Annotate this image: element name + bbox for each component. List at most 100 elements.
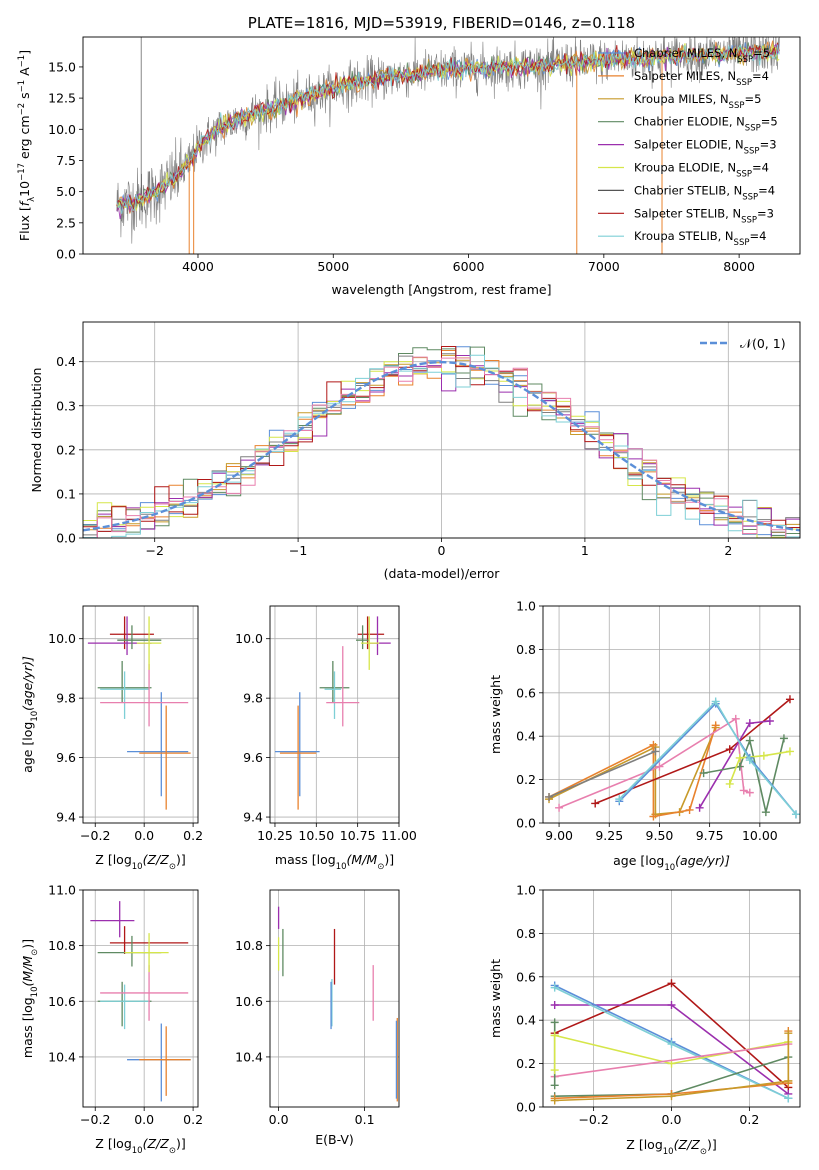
y-tick-label: 0.0 [56, 247, 76, 262]
errorbar-point [324, 671, 342, 719]
y-tick-label: 0.0 [516, 816, 536, 831]
plot-area [90, 901, 191, 1102]
weight-marker [667, 1040, 676, 1049]
y-axis-label: mass weight [488, 675, 503, 754]
weight-marker [550, 983, 559, 992]
weight-marker [735, 753, 744, 762]
ticks: 4000 5000 6000 7000 8000 0.0 2.5 5.0 7.5 10.0 12.5… [48, 59, 755, 274]
weight-marker [591, 799, 600, 808]
plot-area [545, 695, 800, 821]
grid [83, 606, 198, 823]
weight-marker [739, 786, 748, 795]
model-fit-line [116, 43, 780, 212]
legend-label: Salpeter STELIB, NSSP=3 [634, 206, 774, 225]
y-tick-label: 0.8 [516, 642, 536, 657]
x-axis-label: Z [log10(Z/Z⊙)] [626, 1137, 716, 1157]
weight-marker [731, 714, 740, 723]
normal-curve [83, 360, 800, 532]
weight-marker [695, 803, 704, 812]
x-tick-label: 9.50 [646, 828, 674, 843]
weight-marker [725, 779, 734, 788]
weight-marker [550, 1018, 559, 1027]
errorbar-point [100, 671, 150, 719]
plot-area [116, 37, 780, 254]
x-tick-label: 9.00 [545, 828, 573, 843]
weight-series [725, 747, 794, 788]
weight-series [615, 699, 800, 819]
x-tick-label: 10.50 [298, 828, 334, 843]
legend: Chabrier MILES, NSSP=5 Salpeter MILES, NS… [598, 46, 778, 248]
y-tick-label: 0.1 [56, 486, 76, 501]
y-tick-label: 9.6 [243, 750, 263, 765]
plot-area [83, 346, 800, 538]
x-tick-label: 10.00 [742, 828, 778, 843]
ticks: 10.25 10.50 10.75 11.00 9.4 9.6 9.8 10.0 [235, 631, 417, 843]
model-fit-line [116, 44, 780, 215]
weight-marker [545, 792, 554, 801]
weight-series [615, 697, 800, 819]
spectrum-panel: 4000 5000 6000 7000 8000 0.0 2.5 5.0 7.5 10.0 12.5… [17, 14, 801, 297]
x-tick-label: 0.2 [183, 828, 203, 843]
errorbar-point [139, 705, 191, 810]
weight-marker [667, 979, 676, 988]
chart-title: PLATE=1816, MJD=53919, FIBERID=0146, z=0… [248, 14, 635, 32]
y-tick-label: 10.4 [48, 1049, 76, 1064]
y-axis-label: age [log10(age/yr)] [20, 656, 40, 773]
weight-series [550, 1031, 559, 1075]
errorbar-point [90, 901, 135, 938]
x-tick-label: −0.2 [80, 1112, 110, 1127]
weight-marker [784, 1029, 793, 1038]
legend-label: 𝒩(0, 1) [740, 336, 786, 351]
x-tick-label: 1 [581, 543, 589, 558]
weight-vs-metallicity-panel: −0.2 0.0 0.2 0.0 0.2 0.4 0.6 0.8 1.0 Z [log10(Z/Z… [488, 883, 801, 1157]
axes-frame [269, 605, 400, 824]
weight-marker [555, 803, 564, 812]
legend-label: Salpeter MILES, NSSP=4 [634, 69, 769, 88]
x-tick-label: 0.0 [269, 1112, 289, 1127]
errorbar-point [100, 663, 189, 727]
y-tick-label: 11.0 [48, 883, 76, 898]
plot-area [274, 616, 391, 810]
weight-marker [649, 812, 658, 821]
errorbar-point [279, 705, 317, 810]
x-tick-label: 7000 [588, 259, 620, 274]
errorbar-point [326, 646, 360, 727]
weight-marker [759, 751, 768, 760]
y-tick-label: 9.8 [243, 691, 263, 706]
x-tick-label: 2 [724, 543, 732, 558]
x-tick-label: −0.2 [80, 828, 110, 843]
weight-series [545, 723, 720, 819]
grid [83, 889, 198, 1107]
y-axis-label: mass weight [488, 959, 503, 1038]
x-axis-label: mass [log10(M/M⊙)] [275, 852, 394, 872]
weight-line [548, 750, 656, 798]
axes-frame [269, 889, 400, 1108]
y-tick-label: 9.4 [243, 810, 263, 825]
x-tick-label: 11.00 [381, 828, 417, 843]
weight-series [699, 734, 788, 817]
errorbar-point [127, 692, 189, 797]
weight-series [550, 983, 793, 1103]
legend-label: Salpeter ELODIE, NSSP=3 [634, 138, 777, 157]
y-tick-label: 10.6 [235, 994, 263, 1009]
y-tick-label: 12.5 [48, 91, 76, 106]
weight-series [784, 1029, 793, 1085]
y-tick-label: 9.4 [56, 810, 76, 825]
legend-label: Chabrier MILES, NSSP=5 [634, 46, 770, 65]
errorbar-point [100, 965, 189, 1021]
errorbar-point [100, 984, 150, 1030]
x-axis-label: Z [log10(Z/Z⊙)] [95, 852, 185, 872]
y-tick-label: 0.8 [516, 926, 536, 941]
grid [270, 890, 399, 1107]
weight-marker [791, 810, 800, 819]
weight-marker [785, 747, 794, 756]
y-tick-label: 0.4 [516, 1013, 536, 1028]
errorbar-point [124, 933, 169, 973]
mass-vs-metallicity-panel: −0.2 0.0 0.2 10.4 10.6 10.8 11.0 Z [log10(Z/Z⊙)… [20, 883, 203, 1157]
ticks: 9.00 9.25 9.50 9.75 10.00 0.0 0.2 0.4 0.6 0.8 1.0 [516, 599, 778, 844]
weight-marker [765, 717, 774, 726]
x-tick-label: 0.0 [662, 1112, 682, 1127]
x-tick-label: −0.2 [578, 1112, 608, 1127]
errorbar-point [127, 1023, 191, 1102]
